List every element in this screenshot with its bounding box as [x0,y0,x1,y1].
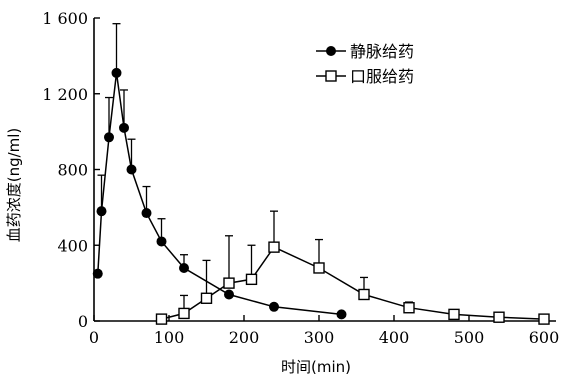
y-tick-label: 0 [78,312,88,331]
legend-item-iv: 静脉给药 [316,42,414,61]
data-point [156,236,167,247]
series-line [97,72,342,316]
x-tick-label: 0 [89,328,99,347]
series-line [161,246,545,320]
data-point [92,268,103,279]
data-point [104,132,114,143]
x-axis-title: 时间(min) [281,358,351,376]
data-point [313,262,325,274]
data-point [200,292,213,304]
data-point [179,262,189,273]
data-point [269,301,279,312]
y-tick-label: 1 600 [42,9,88,28]
data-point [448,308,460,321]
data-point [223,277,235,289]
data-point [141,208,152,219]
data-point [126,164,137,175]
data-point [403,302,415,314]
data-point [538,313,550,325]
data-point [493,311,505,323]
y-tick-label: 400 [57,236,88,255]
y-axis-title: 血药浓度(ng/ml) [5,128,23,243]
y-ticks: 0 400 800 1 200 1 600 [42,9,100,331]
legend-item-oral: 口服给药 [316,67,414,86]
legend-marker-iv [326,46,336,56]
x-tick-label: 400 [379,328,410,347]
x-ticks: 0 100 200 300 400 500 600 [89,315,559,347]
x-tick-label: 500 [454,328,485,347]
legend-label-oral: 口服给药 [350,67,414,86]
y-tick-label: 800 [57,161,88,180]
data-point [268,241,280,253]
legend-marker-oral [325,70,337,82]
series-oral [155,210,550,325]
data-point [245,273,258,286]
data-point [336,309,347,320]
y-tick-label: 1 200 [42,85,88,104]
x-tick-label: 200 [229,328,260,347]
legend: 静脉给药 口服给药 [316,42,414,86]
x-tick-label: 100 [154,328,185,347]
data-point [358,288,370,301]
series-iv [92,23,347,320]
data-point [96,206,107,217]
data-point [224,289,234,300]
x-tick-label: 300 [304,328,335,347]
data-point [178,307,190,320]
x-tick-label: 600 [529,328,560,347]
legend-label-iv: 静脉给药 [350,42,414,61]
data-point [119,122,129,133]
data-point [111,67,122,78]
data-point [155,313,168,325]
